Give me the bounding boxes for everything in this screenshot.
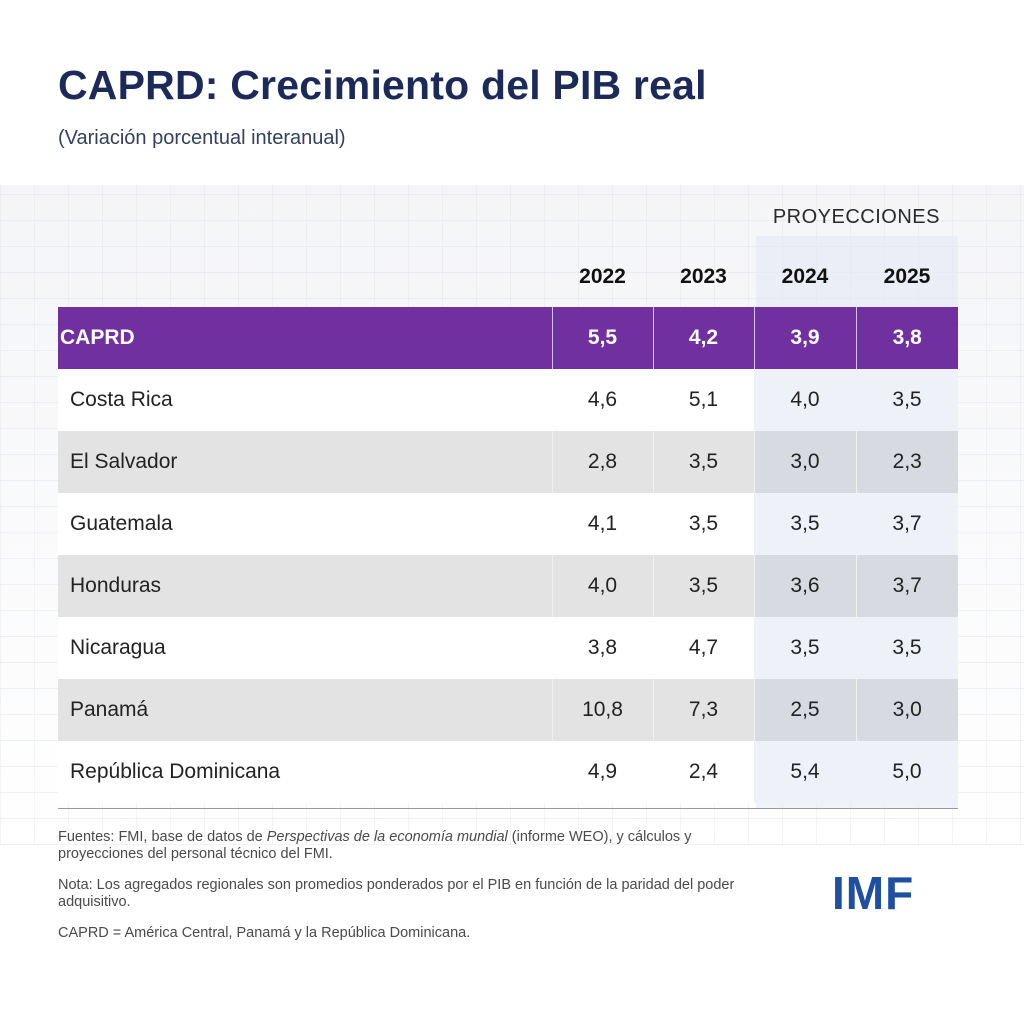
value-cell: 10,8 [552, 679, 654, 741]
value-cell: 5,1 [653, 369, 754, 431]
year-header-row: 2022 2023 2024 2025 [58, 246, 958, 307]
value-cell: 3,6 [754, 555, 857, 617]
value-cell: 3,7 [856, 555, 958, 617]
row-label: Guatemala [58, 493, 552, 555]
projections-label: PROYECCIONES [772, 206, 940, 228]
page-title: CAPRD: Crecimiento del PIB real [58, 62, 707, 108]
aggregates-note: Nota: Los agregados regionales son prome… [58, 877, 735, 910]
table-row: Costa Rica 4,6 5,1 4,0 3,5 [58, 369, 958, 431]
value-cell: 4,9 [552, 741, 653, 803]
value-cell: 3,9 [754, 307, 857, 369]
gdp-growth-table: 2022 2023 2024 2025 CAPRD 5,5 4,2 3,9 3,… [58, 246, 958, 803]
row-label: Panamá [58, 679, 553, 741]
value-cell: 5,4 [754, 741, 856, 803]
value-cell: 4,6 [552, 369, 653, 431]
row-label: Costa Rica [58, 369, 552, 431]
value-cell: 3,5 [653, 555, 755, 617]
value-cell: 3,5 [653, 431, 755, 493]
sources-note: Fuentes: FMI, base de datos de Perspecti… [58, 829, 692, 862]
row-label: República Dominicana [58, 741, 552, 803]
value-cell: 3,5 [754, 617, 856, 679]
value-cell: 5,0 [856, 741, 958, 803]
page-subtitle: (Variación porcentual interanual) [58, 127, 346, 149]
table-row: Guatemala 4,1 3,5 3,5 3,7 [58, 493, 958, 555]
value-cell: 3,5 [856, 617, 958, 679]
country-column-header [58, 246, 552, 307]
year-header-2022: 2022 [579, 264, 626, 288]
year-header-2023: 2023 [680, 264, 727, 288]
value-cell: 4,2 [653, 307, 755, 369]
value-cell: 2,3 [856, 431, 958, 493]
value-cell: 4,1 [552, 493, 653, 555]
year-header-2025: 2025 [883, 264, 931, 288]
caprd-definition: CAPRD = América Central, Panamá y la Rep… [58, 925, 471, 941]
value-cell: 2,5 [754, 679, 857, 741]
value-cell: 4,0 [754, 369, 856, 431]
value-cell: 3,0 [754, 431, 857, 493]
table-bottom-rule [58, 808, 958, 809]
table-row: República Dominicana 4,9 2,4 5,4 5,0 [58, 741, 958, 803]
value-cell: 3,7 [856, 493, 958, 555]
value-cell: 3,5 [856, 369, 958, 431]
table-row: Honduras 4,0 3,5 3,6 3,7 [58, 555, 958, 617]
table-row: Panamá 10,8 7,3 2,5 3,0 [58, 679, 958, 741]
row-label: Nicaragua [58, 617, 552, 679]
imf-logo: IMF [832, 867, 915, 919]
row-label: CAPRD [58, 307, 553, 369]
table-row: Nicaragua 3,8 4,7 3,5 3,5 [58, 617, 958, 679]
footnotes: Fuentes: FMI, base de datos de Perspecti… [58, 829, 758, 956]
value-cell: 4,0 [552, 555, 654, 617]
value-cell: 4,7 [653, 617, 754, 679]
value-cell: 2,8 [552, 431, 654, 493]
value-cell: 3,5 [754, 493, 856, 555]
table-row: El Salvador 2,8 3,5 3,0 2,3 [58, 431, 958, 493]
value-cell: 3,5 [653, 493, 754, 555]
year-header-2024: 2024 [781, 264, 829, 288]
value-cell: 2,4 [653, 741, 754, 803]
value-cell: 3,8 [552, 617, 653, 679]
row-label: El Salvador [58, 431, 553, 493]
value-cell: 5,5 [552, 307, 654, 369]
row-label: Honduras [58, 555, 553, 617]
value-cell: 3,0 [856, 679, 958, 741]
value-cell: 3,8 [856, 307, 958, 369]
aggregate-row: CAPRD 5,5 4,2 3,9 3,8 [58, 307, 958, 369]
value-cell: 7,3 [653, 679, 755, 741]
